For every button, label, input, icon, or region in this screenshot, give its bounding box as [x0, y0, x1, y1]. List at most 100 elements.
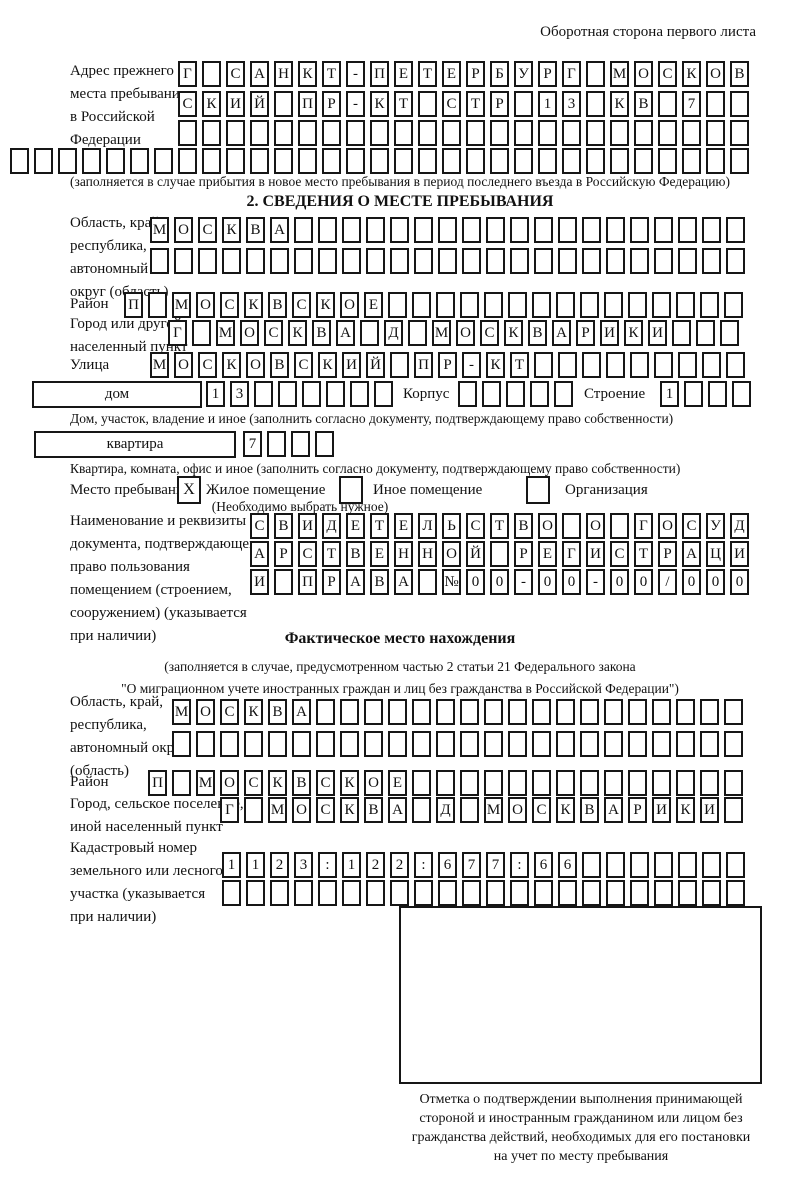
char-box[interactable]	[490, 120, 509, 146]
char-box[interactable]	[250, 148, 269, 174]
char-box[interactable]: Р	[658, 541, 677, 567]
char-box[interactable]: К	[676, 797, 695, 823]
char-box[interactable]: Т	[466, 91, 485, 117]
char-box[interactable]: В	[730, 61, 749, 87]
char-box[interactable]: С	[178, 91, 197, 117]
char-box[interactable]	[414, 880, 433, 906]
char-box[interactable]	[292, 731, 311, 757]
prev-address-row-4[interactable]	[10, 148, 754, 174]
char-box[interactable]	[514, 148, 533, 174]
char-box[interactable]	[270, 248, 289, 274]
char-box[interactable]: С	[466, 513, 485, 539]
char-box[interactable]	[178, 148, 197, 174]
char-box[interactable]: О	[196, 699, 215, 725]
char-box[interactable]	[558, 352, 577, 378]
char-box[interactable]	[291, 431, 310, 457]
char-box[interactable]: М	[432, 320, 451, 346]
char-box[interactable]	[610, 120, 629, 146]
char-box[interactable]	[678, 217, 697, 243]
char-box[interactable]	[460, 699, 479, 725]
char-box[interactable]	[702, 880, 721, 906]
char-box[interactable]: 3	[230, 381, 249, 407]
char-box[interactable]: И	[586, 541, 605, 567]
char-box[interactable]	[730, 91, 749, 117]
char-box[interactable]	[630, 217, 649, 243]
char-box[interactable]: Е	[394, 513, 413, 539]
char-box[interactable]	[342, 248, 361, 274]
char-box[interactable]	[438, 880, 457, 906]
char-box[interactable]	[196, 731, 215, 757]
char-box[interactable]: К	[288, 320, 307, 346]
char-box[interactable]	[412, 770, 431, 796]
char-box[interactable]	[222, 248, 241, 274]
char-box[interactable]: О	[658, 513, 677, 539]
char-box[interactable]	[700, 292, 719, 318]
char-box[interactable]: Р	[490, 91, 509, 117]
char-box[interactable]: С	[198, 217, 217, 243]
char-box[interactable]	[582, 248, 601, 274]
char-box[interactable]: К	[610, 91, 629, 117]
char-box[interactable]	[586, 61, 605, 87]
char-box[interactable]: Р	[514, 541, 533, 567]
char-box[interactable]	[532, 292, 551, 318]
char-box[interactable]	[604, 731, 623, 757]
char-box[interactable]	[586, 91, 605, 117]
char-box[interactable]	[366, 880, 385, 906]
char-box[interactable]	[150, 248, 169, 274]
char-box[interactable]: Й	[250, 91, 269, 117]
char-box[interactable]: О	[246, 352, 265, 378]
char-box[interactable]	[726, 852, 745, 878]
char-box[interactable]	[222, 880, 241, 906]
char-box[interactable]	[724, 797, 743, 823]
char-box[interactable]: В	[270, 352, 289, 378]
char-box[interactable]	[438, 217, 457, 243]
char-box[interactable]	[538, 120, 557, 146]
char-box[interactable]: 0	[706, 569, 725, 595]
char-box[interactable]: Й	[366, 352, 385, 378]
char-box[interactable]: -	[346, 91, 365, 117]
char-box[interactable]	[274, 91, 293, 117]
char-box[interactable]: К	[682, 61, 701, 87]
cadastre-row-2[interactable]	[222, 880, 750, 906]
char-box[interactable]	[106, 148, 125, 174]
char-box[interactable]: А	[394, 569, 413, 595]
char-box[interactable]: С	[442, 91, 461, 117]
char-box[interactable]: И	[298, 513, 317, 539]
char-box[interactable]	[374, 381, 393, 407]
char-box[interactable]	[267, 431, 286, 457]
char-box[interactable]	[562, 513, 581, 539]
char-box[interactable]: 0	[730, 569, 749, 595]
char-box[interactable]	[466, 148, 485, 174]
char-box[interactable]	[226, 120, 245, 146]
char-box[interactable]: Б	[490, 61, 509, 87]
char-box[interactable]	[508, 731, 527, 757]
char-box[interactable]: А	[250, 541, 269, 567]
char-box[interactable]: М	[150, 217, 169, 243]
char-box[interactable]	[274, 569, 293, 595]
char-box[interactable]	[414, 217, 433, 243]
char-box[interactable]	[676, 292, 695, 318]
char-box[interactable]	[326, 381, 345, 407]
char-box[interactable]	[654, 217, 673, 243]
char-box[interactable]	[658, 120, 677, 146]
char-box[interactable]: В	[528, 320, 547, 346]
char-box[interactable]: В	[268, 699, 287, 725]
char-box[interactable]: Д	[436, 797, 455, 823]
char-box[interactable]	[562, 148, 581, 174]
char-box[interactable]	[630, 352, 649, 378]
char-box[interactable]: М	[484, 797, 503, 823]
char-box[interactable]	[652, 731, 671, 757]
char-box[interactable]	[462, 880, 481, 906]
char-box[interactable]	[178, 120, 197, 146]
char-box[interactable]	[418, 569, 437, 595]
char-box[interactable]	[634, 120, 653, 146]
char-box[interactable]: Г	[562, 61, 581, 87]
char-box[interactable]	[582, 852, 601, 878]
char-box[interactable]	[532, 770, 551, 796]
char-box[interactable]: К	[370, 91, 389, 117]
